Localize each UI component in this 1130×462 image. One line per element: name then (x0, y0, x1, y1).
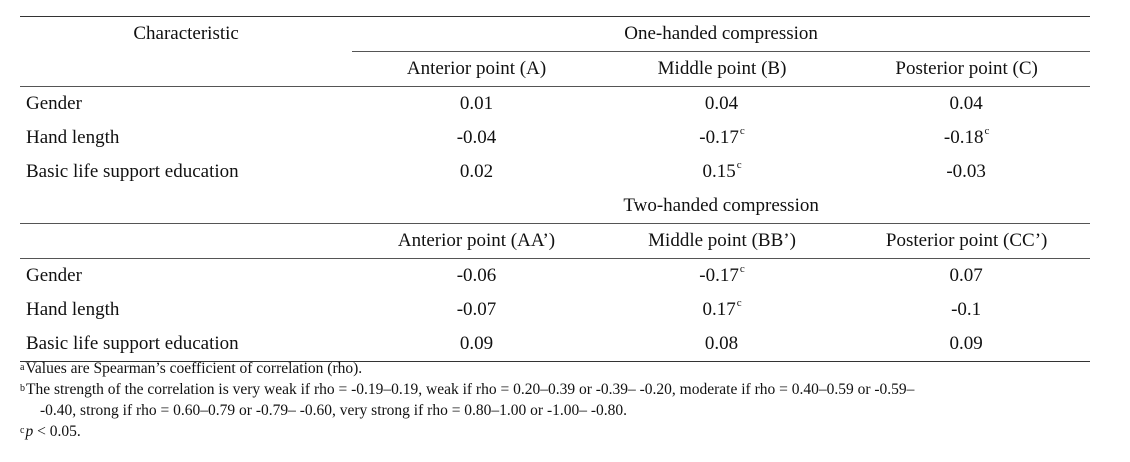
column-header-row-1: Anterior point (A) Middle point (B) Post… (20, 51, 1090, 87)
table-footnotes: aValues are Spearman’s coefficient of co… (20, 358, 1100, 442)
cell-value: -0.1 (951, 299, 982, 320)
cell-value: -0.17c (699, 263, 745, 286)
cell-value: 0.09 (843, 327, 1090, 362)
col-header-anterior-2: Anterior point (AA’) (352, 223, 601, 259)
cell-value: 0.17c (702, 297, 742, 320)
row-label: Basic life support education (20, 327, 353, 362)
table-row: Hand length -0.04 -0.17c -0.18c (20, 121, 1090, 155)
col-header-posterior: Posterior point (C) (843, 51, 1090, 87)
footnote-b: bThe strength of the correlation is very… (20, 381, 915, 398)
one-handed-group-header: One-handed compression (352, 16, 1090, 52)
col-header-posterior-2: Posterior point (CC’) (843, 223, 1090, 259)
cell-value: -0.07 (456, 299, 497, 320)
two-handed-group-header: Two-handed compression (352, 189, 1090, 224)
row-label: Hand length (26, 127, 120, 148)
col-header-middle-2: Middle point (BB’) (600, 223, 844, 259)
group-header-row-2: Two-handed compression (20, 189, 1090, 224)
col-header-middle: Middle point (B) (600, 51, 844, 87)
cell-value: 0.04 (704, 93, 739, 114)
table-row: Gender -0.06 -0.17c 0.07 (20, 259, 1090, 294)
cell-value: 0.02 (459, 161, 494, 182)
footnote-b-continued: -0.40, strong if rho = 0.60–0.79 or -0.7… (40, 402, 628, 419)
row-label: Gender (26, 265, 82, 286)
table-row: Basic life support education 0.02 0.15c … (20, 155, 1090, 189)
row-label: Hand length (26, 299, 120, 320)
cell-value: -0.18c (943, 125, 990, 148)
row-label: Gender (26, 93, 82, 114)
cell-value: -0.06 (456, 265, 497, 286)
cell-value: -0.03 (946, 161, 986, 182)
cell-value: 0.01 (459, 93, 494, 114)
col-header-anterior: Anterior point (A) (352, 51, 601, 87)
characteristic-header: Characteristic (20, 16, 353, 87)
table-row: Hand length -0.07 0.17c -0.1 (20, 293, 1090, 327)
column-header-row-2: Anterior point (AA’) Middle point (BB’) … (20, 223, 1090, 259)
group-header-row-1: Characteristic One-handed compression (20, 16, 1090, 87)
cell-value: 0.04 (949, 93, 983, 114)
cell-value: 0.15c (702, 159, 742, 182)
cell-value: -0.17c (699, 125, 745, 148)
correlation-table: Characteristic One-handed compression An… (20, 16, 1090, 362)
cell-value: 0.07 (949, 265, 983, 286)
footnote-a: aValues are Spearman’s coefficient of co… (20, 360, 363, 377)
table-row: Basic life support education 0.09 0.08 0… (20, 327, 1090, 362)
cell-value: 0.09 (352, 327, 601, 362)
row-label: Basic life support education (26, 161, 239, 182)
table-row: Gender 0.01 0.04 0.04 (20, 87, 1090, 122)
cell-value: 0.08 (600, 327, 844, 362)
footnote-c: cp < 0.05. (20, 423, 81, 440)
cell-value: -0.04 (456, 127, 497, 148)
